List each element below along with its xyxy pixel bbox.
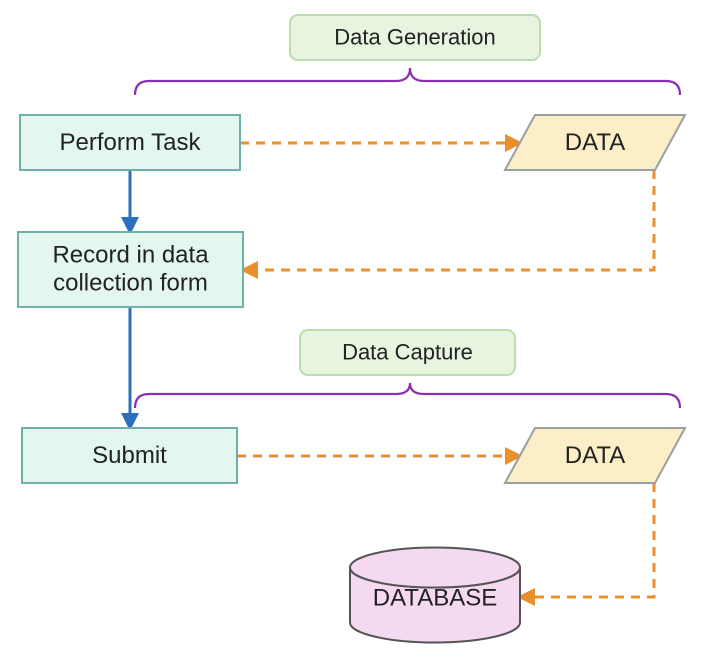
node-record: Record in datacollection form [18,232,243,307]
group-data-generation: Data Generation [135,15,680,95]
edge-e3 [243,170,654,270]
brace-data-generation [135,68,680,95]
node-label-record: Record in datacollection form [52,242,209,297]
group-label-data-capture: Data Capture [342,339,473,364]
nodes: Perform Task DATA Record in datacollection… [18,115,685,643]
group-label-data-generation: Data Generation [334,24,495,49]
edge-e6 [520,483,654,597]
node-label-submit: Submit [92,442,167,469]
node-data2: DATA [505,428,685,483]
node-label-perform_task: Perform Task [60,129,202,156]
node-label-data1: DATA [565,129,625,156]
node-perform_task: Perform Task [20,115,240,170]
node-label-database: DATABASE [373,584,497,611]
brace-data-capture [135,383,680,408]
group-data-capture: Data Capture [135,330,680,408]
node-data1: DATA [505,115,685,170]
node-label-data2: DATA [565,442,625,469]
node-submit: Submit [22,428,237,483]
flowchart-diagram: Data Generation Data Capture Perform Tas… [0,0,728,662]
node-database: DATABASE [350,548,520,643]
